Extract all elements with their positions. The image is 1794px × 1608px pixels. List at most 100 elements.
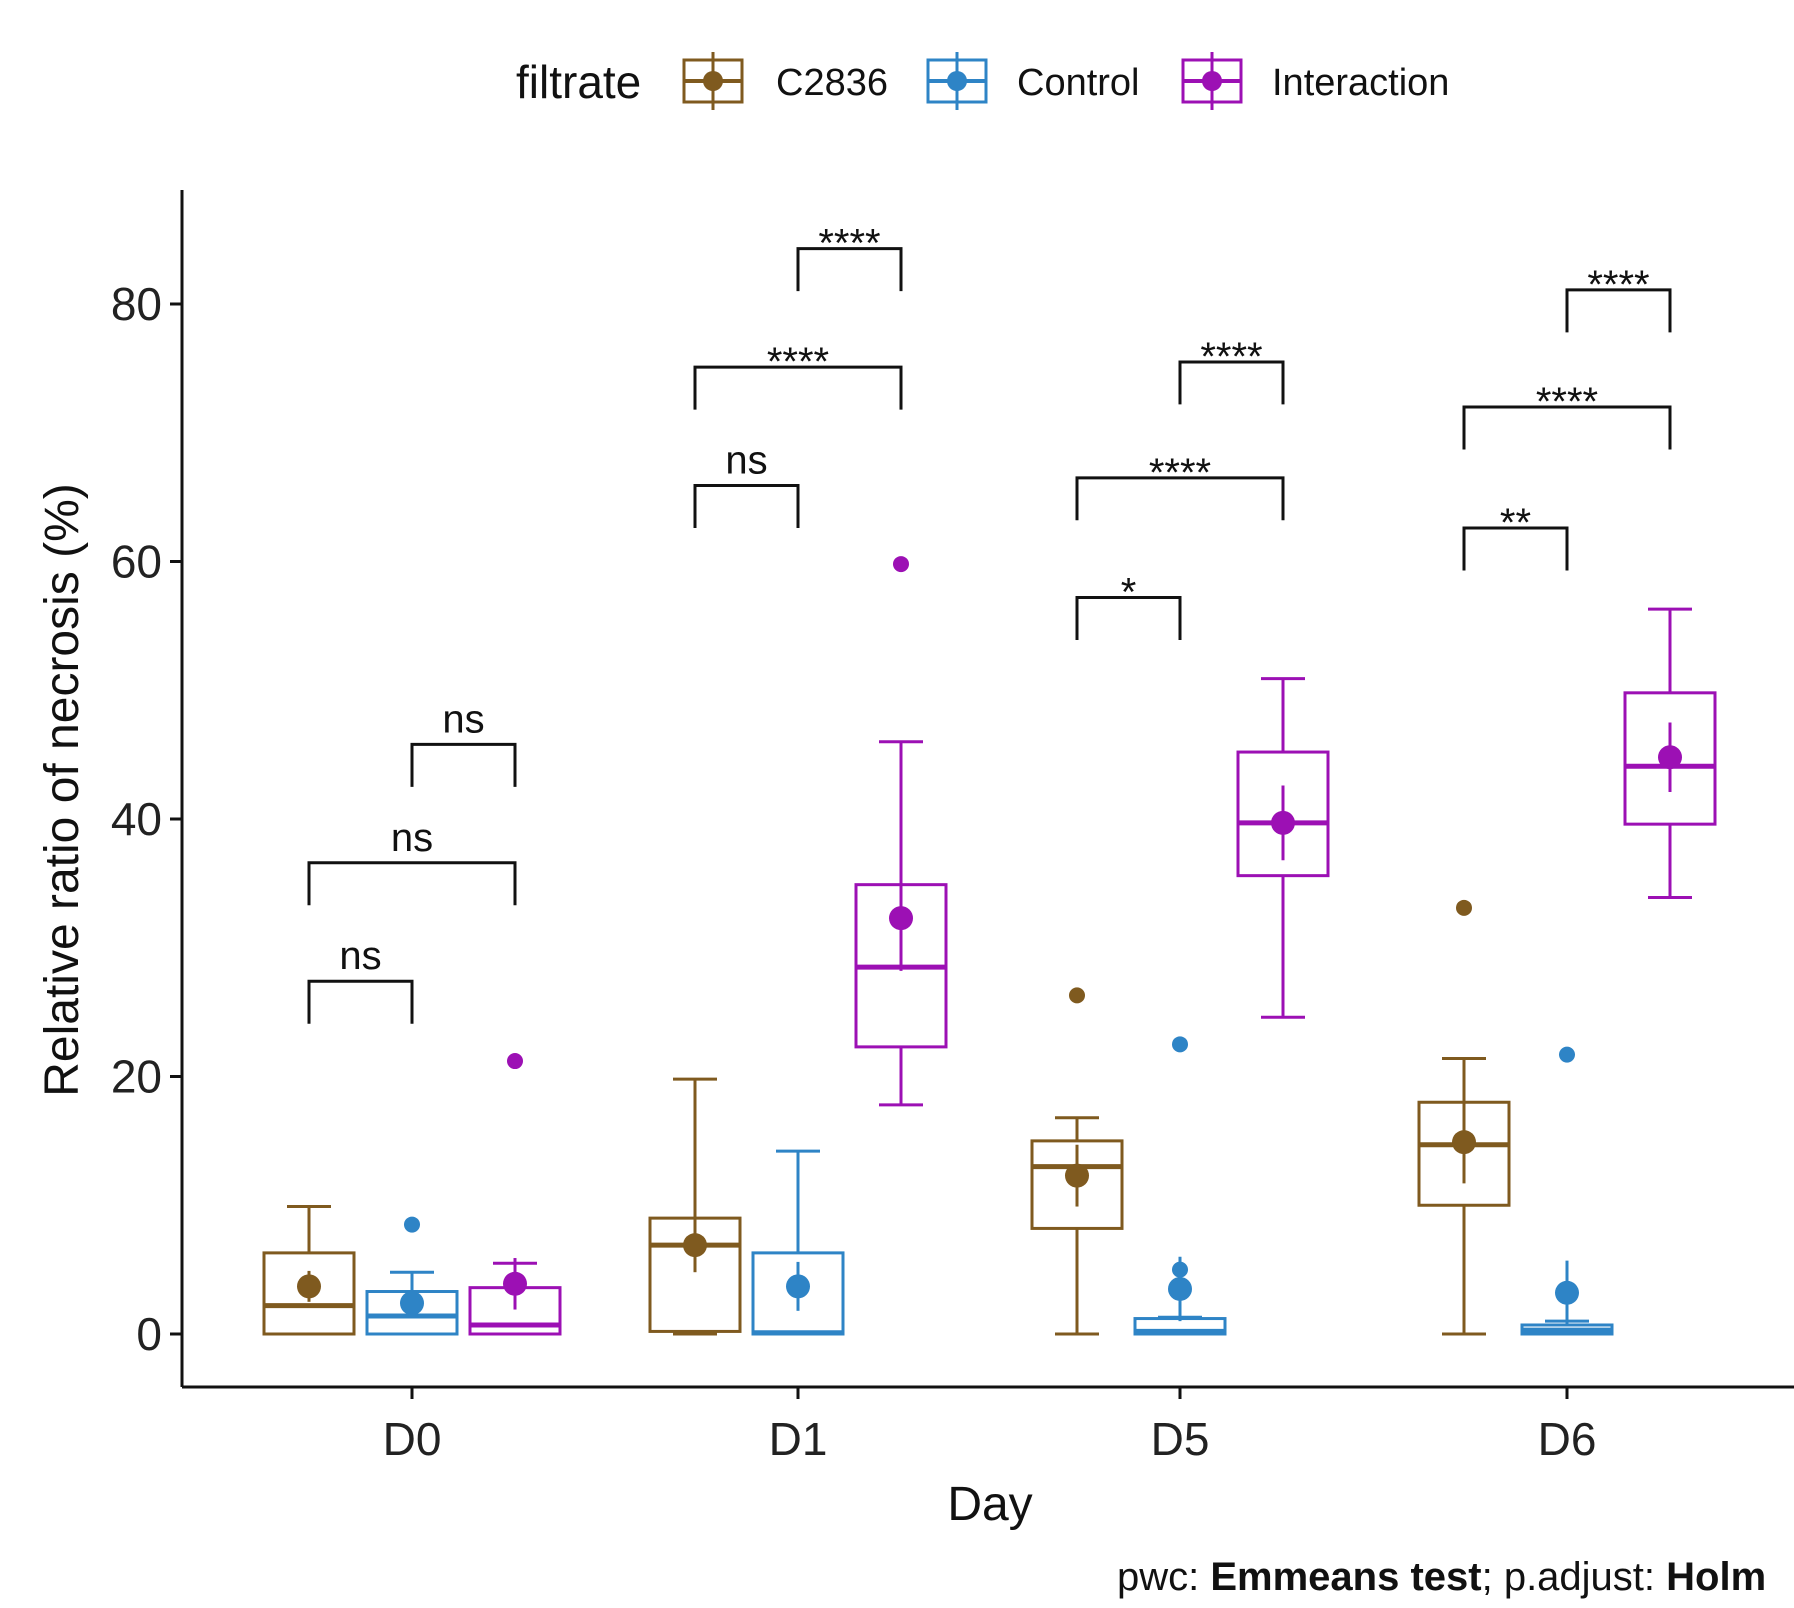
significance-label: ns	[725, 439, 767, 483]
significance-label: ns	[339, 934, 381, 978]
box-group-c2836-d0	[262, 1205, 356, 1336]
caption-pwc-prefix: pwc:	[1117, 1555, 1210, 1599]
bracket-line	[307, 979, 414, 1024]
significance-label: **	[1500, 501, 1531, 545]
x-tick-label: D5	[1151, 1413, 1210, 1465]
y-axis-title: Relative ratio of necrosis (%)	[36, 483, 89, 1097]
significance-label: ns	[391, 816, 433, 860]
legend-title: filtrate	[516, 56, 641, 108]
bracket-line	[1075, 596, 1182, 641]
legend-key-point	[947, 71, 967, 91]
significance-bracket: ns	[307, 934, 414, 1024]
mean-point	[683, 1233, 707, 1258]
bracket-line	[693, 484, 800, 529]
bracket-line	[1178, 360, 1285, 405]
significance-bracket: ****	[1462, 380, 1672, 450]
significance-bracket: ****	[1565, 263, 1672, 333]
legend-label: Interaction	[1272, 62, 1449, 104]
bracket-line	[1462, 526, 1569, 571]
bracket-line	[307, 861, 517, 906]
significance-bracket: ns	[693, 439, 800, 529]
caption-adjust-method: Holm	[1666, 1555, 1766, 1599]
mean-point	[1168, 1276, 1192, 1301]
significance-label: ns	[442, 697, 484, 741]
significance-bracket: ****	[1178, 335, 1285, 405]
significance-bracket: ****	[796, 222, 903, 292]
caption-adjust-prefix: ; p.adjust:	[1482, 1555, 1667, 1599]
legend-label: Control	[1017, 62, 1140, 104]
significance-bracket: ****	[693, 340, 903, 410]
significance-label: ****	[1536, 380, 1598, 424]
outlier-point	[1456, 899, 1472, 916]
mean-point	[1658, 745, 1682, 770]
y-tick-label: 40	[111, 793, 162, 845]
box-group-control-d5	[1133, 1036, 1227, 1336]
legend-label: C2836	[776, 62, 888, 104]
mean-point	[786, 1274, 810, 1299]
caption-pwc-method: Emmeans test	[1210, 1555, 1481, 1599]
legend: filtrate C2836 Control Interaction	[516, 52, 1449, 110]
axes: Day Relative ratio of necrosis (%) 0 20 40…	[36, 190, 1794, 1531]
mean-point	[400, 1291, 424, 1316]
significance-bracket: ****	[1075, 451, 1285, 521]
bracket-line	[410, 742, 517, 787]
legend-item-control: Control	[926, 52, 1140, 110]
box	[1236, 750, 1330, 878]
box	[1623, 691, 1717, 826]
significance-bracket: ns	[410, 697, 517, 787]
box	[262, 1251, 356, 1336]
box-group-interaction-d1	[854, 556, 948, 1107]
significance-label: ****	[1587, 263, 1649, 307]
mean-point	[503, 1271, 527, 1296]
box-group-interaction-d6	[1623, 607, 1717, 900]
significance-label: ****	[767, 340, 829, 384]
x-tick-label: D6	[1538, 1413, 1597, 1465]
legend-item-c2836: C2836	[682, 52, 888, 110]
bracket-line	[1462, 405, 1672, 450]
significance-bracket: *	[1075, 571, 1182, 641]
significance-label: *	[1121, 571, 1137, 615]
significance-bracket: **	[1462, 501, 1569, 571]
box-group-control-d0	[365, 1216, 459, 1336]
significance-label: ****	[818, 222, 880, 266]
outlier-point	[507, 1053, 523, 1070]
box-group-c2836-d1	[648, 1077, 742, 1336]
x-axis-title: Day	[947, 1478, 1032, 1531]
y-tick-label: 60	[111, 536, 162, 588]
significance-label: ****	[1200, 335, 1262, 379]
mean-point	[1452, 1130, 1476, 1155]
box-group-c2836-d5	[1030, 987, 1124, 1336]
box	[1030, 1139, 1124, 1230]
legend-key-point	[703, 71, 723, 91]
outlier-point	[1559, 1046, 1575, 1063]
box-group-interaction-d0	[468, 1053, 562, 1336]
x-tick-label: D0	[383, 1413, 442, 1465]
bracket-line	[796, 247, 903, 292]
mean-point	[1555, 1280, 1579, 1305]
box-group-control-d1	[751, 1149, 845, 1336]
outlier-point	[404, 1216, 420, 1233]
legend-item-interaction: Interaction	[1181, 52, 1449, 110]
significance-label: ****	[1149, 451, 1211, 495]
bracket-line	[1565, 288, 1672, 333]
box-group-c2836-d6	[1417, 899, 1511, 1336]
box-group-interaction-d5	[1236, 677, 1330, 1019]
y-tick-label: 0	[136, 1308, 162, 1360]
outlier-point	[1069, 987, 1085, 1004]
box-group-control-d6	[1520, 1046, 1614, 1336]
y-tick-label: 20	[111, 1051, 162, 1103]
bracket-line	[693, 365, 903, 410]
mean-point	[1271, 810, 1295, 835]
outlier-point	[1172, 1036, 1188, 1053]
mean-point	[297, 1274, 321, 1299]
mean-point	[889, 906, 913, 931]
significance-bracket: ns	[307, 816, 517, 906]
y-tick-label: 80	[111, 278, 162, 330]
outlier-point	[893, 556, 909, 573]
caption: pwc: Emmeans test; p.adjust: Holm	[1117, 1555, 1766, 1599]
mean-point	[1065, 1163, 1089, 1188]
legend-key-point	[1202, 71, 1222, 91]
